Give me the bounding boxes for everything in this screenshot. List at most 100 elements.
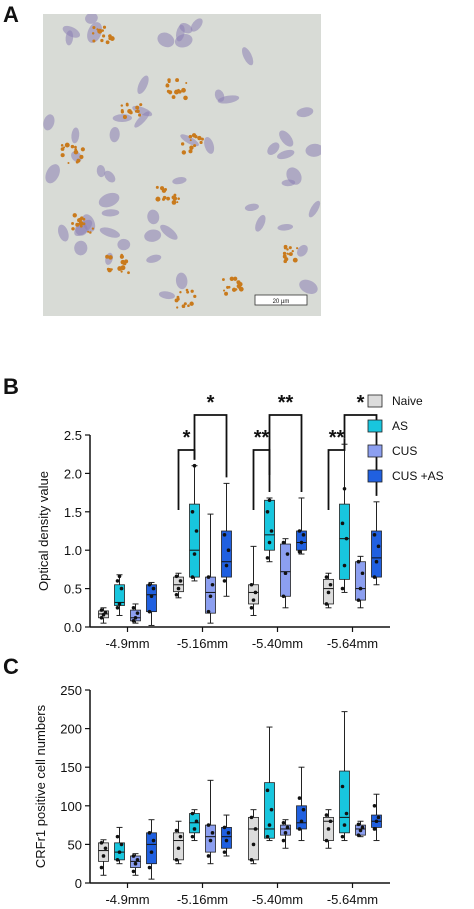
data-point xyxy=(299,540,304,545)
stain-granule xyxy=(197,135,202,141)
box-cus-as-1 xyxy=(221,814,232,857)
legend-swatch xyxy=(367,469,383,483)
data-point xyxy=(192,552,197,556)
box-as-3 xyxy=(339,443,350,593)
significance-label: ** xyxy=(254,427,270,449)
stain-granule xyxy=(190,289,194,293)
y-tick-label: 2.5 xyxy=(64,428,82,443)
data-point xyxy=(117,850,122,854)
data-point xyxy=(324,575,329,579)
data-point xyxy=(226,548,231,552)
y-axis-label: CRFr1 positive cell numbers xyxy=(33,704,48,868)
data-point xyxy=(194,529,199,533)
stain-granule xyxy=(127,108,132,114)
data-point xyxy=(344,536,349,541)
stain-granule xyxy=(189,139,192,142)
legend-swatch xyxy=(367,394,383,408)
data-point xyxy=(115,579,120,583)
stain-granule xyxy=(138,113,142,117)
box-cus-as-0 xyxy=(146,819,157,880)
nucleus xyxy=(137,75,149,95)
stain-granule xyxy=(171,195,176,200)
data-point xyxy=(281,820,286,825)
data-point xyxy=(135,858,140,862)
stain-granule xyxy=(72,213,77,218)
stain-granule xyxy=(182,305,185,308)
box-iqr xyxy=(371,530,382,578)
stain-granule xyxy=(82,222,86,226)
legend-item-as: AS xyxy=(367,419,408,433)
box-iqr xyxy=(280,824,291,836)
box-as-2 xyxy=(264,726,275,842)
bracket-line xyxy=(193,414,228,478)
nucleus xyxy=(71,127,80,144)
data-point xyxy=(103,846,108,851)
box-cus-as-3 xyxy=(371,501,382,586)
box-naive-3 xyxy=(323,572,334,609)
nucleus xyxy=(157,32,175,48)
significance-bracket: * xyxy=(193,392,228,478)
data-point xyxy=(101,854,106,858)
data-point xyxy=(99,841,104,845)
stain-granule xyxy=(100,38,104,43)
data-point xyxy=(267,540,272,545)
nucleus xyxy=(104,170,116,183)
stain-granule xyxy=(176,201,179,204)
stain-granule xyxy=(176,297,180,301)
data-point xyxy=(360,825,365,830)
stain-granule xyxy=(221,278,225,281)
data-point xyxy=(131,869,136,874)
nucleus xyxy=(297,244,308,257)
data-point xyxy=(265,556,270,560)
stain-granule xyxy=(64,142,70,148)
stain-granule xyxy=(238,282,243,287)
data-point xyxy=(174,574,179,579)
stain-granule xyxy=(229,276,234,281)
data-point xyxy=(253,827,258,831)
stain-granule xyxy=(296,247,299,250)
stain-granule xyxy=(79,154,84,160)
data-point xyxy=(119,586,124,591)
data-point xyxy=(324,602,329,606)
panel-b-label: B xyxy=(3,374,19,399)
stain-granule xyxy=(181,87,186,93)
data-point xyxy=(356,833,361,837)
data-point xyxy=(119,842,124,847)
nucleus xyxy=(242,47,254,66)
stain-granule xyxy=(171,200,177,205)
data-point xyxy=(206,609,211,614)
stain-granule xyxy=(80,147,85,152)
data-point xyxy=(265,510,270,514)
stain-granule xyxy=(155,196,161,202)
box-naive-1 xyxy=(173,820,184,865)
stain-granule xyxy=(227,285,231,289)
data-point xyxy=(360,571,365,576)
data-point xyxy=(328,582,333,587)
significance-bracket: * xyxy=(177,427,196,510)
significance-label: * xyxy=(183,427,191,449)
scale-bar: 20 µm xyxy=(254,294,308,306)
nucleus xyxy=(296,107,314,118)
data-point xyxy=(178,834,183,839)
y-tick-label: 250 xyxy=(60,683,82,698)
x-tick-label: -4.9mm xyxy=(105,636,149,650)
nucleus xyxy=(98,192,120,208)
data-point xyxy=(208,838,213,843)
nucleus xyxy=(74,240,88,256)
y-axis-label: Optical density value xyxy=(36,471,51,591)
x-tick-label: -5.16mm xyxy=(177,636,228,650)
data-point xyxy=(115,834,120,839)
stain-granule xyxy=(193,294,197,299)
nucleus xyxy=(74,219,93,237)
stain-granule xyxy=(71,227,75,231)
stain-granule xyxy=(60,147,65,151)
data-point xyxy=(99,608,104,612)
box-cus-2 xyxy=(280,538,291,609)
data-point xyxy=(249,858,254,862)
data-point xyxy=(206,823,211,827)
data-point xyxy=(222,533,227,537)
x-tick-label: -5.64mm xyxy=(327,892,378,907)
stain-granule xyxy=(60,144,64,147)
legend-item-naive: Naive xyxy=(367,394,423,408)
nucleus xyxy=(179,23,193,34)
